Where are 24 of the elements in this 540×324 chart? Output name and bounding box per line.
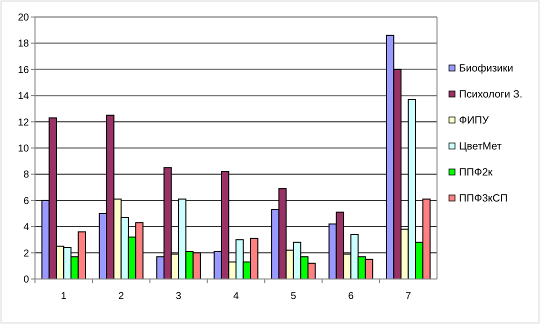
legend-label: ППФ2к	[459, 166, 493, 179]
y-tick-label: 8	[23, 170, 30, 181]
y-tick-label: 2	[23, 248, 30, 260]
y-tick-label: 4	[23, 222, 30, 234]
x-tick-label: 5	[290, 291, 297, 302]
legend-label: Биофизики	[459, 62, 514, 75]
x-tick-label: 6	[348, 291, 354, 302]
x-tick-label: 1	[60, 291, 67, 302]
legend-label: ФИПУ	[459, 114, 490, 127]
y-tick-label: 14	[18, 91, 30, 102]
x-tick-label: 2	[118, 291, 124, 302]
y-tick-label: 18	[18, 38, 30, 50]
x-tick-label: 4	[233, 291, 240, 302]
y-tick-label: 12	[18, 117, 30, 128]
x-tick-label: 3	[176, 291, 182, 302]
legend-label: ЦветМет	[459, 140, 502, 153]
legend-label: Психологи З.	[459, 88, 522, 101]
x-tick-label: 7	[406, 291, 412, 302]
y-tick-label: 20	[18, 12, 30, 24]
y-tick-label: 0	[23, 274, 30, 286]
y-tick-label: 16	[18, 64, 30, 76]
y-tick-label: 10	[18, 144, 30, 154]
legend-label: ППФ3кСП	[459, 192, 508, 205]
y-tick-label: 6	[23, 196, 30, 207]
